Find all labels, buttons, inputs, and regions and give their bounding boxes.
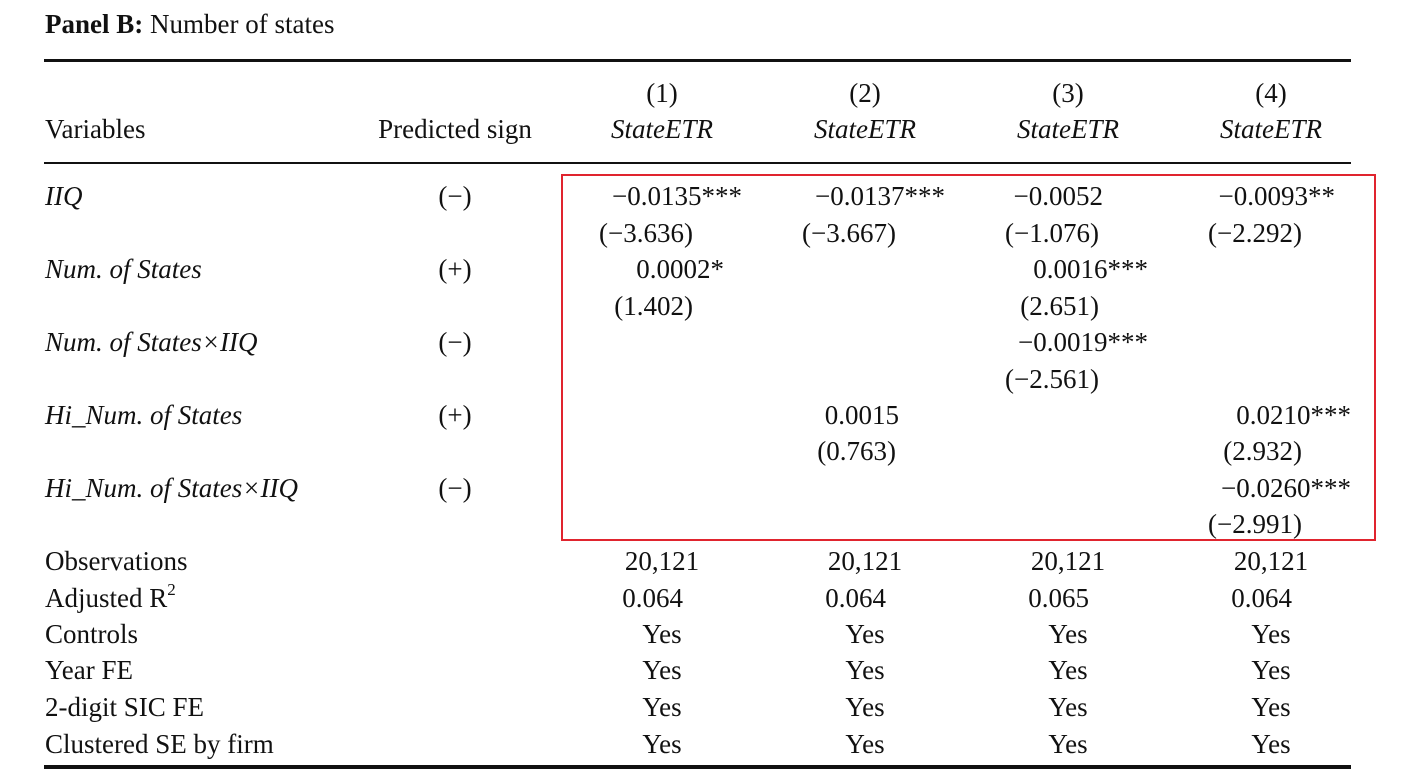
stat-sic-fe-col3: Yes: [1048, 692, 1088, 722]
coef-num-states-x-iiq-col3: −0.0019***: [1018, 327, 1148, 357]
coef-iiq-col3: −0.0052: [1013, 181, 1103, 211]
col-3-number: (3): [1052, 78, 1084, 108]
stat-controls-col3: Yes: [1048, 619, 1088, 649]
tstat-iiq-col3: (−1.076): [1005, 218, 1099, 248]
tstat-iiq-col4: (−2.292): [1208, 218, 1302, 248]
stat-clustered-se-col3: Yes: [1048, 729, 1088, 759]
panel-title: Panel B: Number of states: [45, 6, 334, 42]
tstat-hi-num-states-col2: (0.763): [817, 436, 896, 466]
stat-clustered-se-col4: Yes: [1251, 729, 1291, 759]
col-1-number: (1): [646, 78, 678, 108]
col-1-dv: StateETR: [611, 114, 713, 144]
stat-sic-fe-col1: Yes: [642, 692, 682, 722]
stat-observations-col3: 20,121: [1030, 546, 1106, 576]
r-squared-superscript: 2: [167, 580, 176, 599]
stat-observations-col4: 20,121: [1233, 546, 1309, 576]
tstat-num-states-col1: (1.402): [614, 291, 693, 321]
adjusted-r-text: Adjusted R: [45, 583, 168, 613]
row-label-hi-num-states-x-iiq: Hi_Num. of States×IIQ: [45, 473, 298, 503]
row-label-iiq: IIQ: [45, 181, 83, 211]
coef-iiq-col4: −0.0093**: [1218, 181, 1335, 211]
stat-year-fe-col2: Yes: [845, 655, 885, 685]
col-2-number: (2): [849, 78, 881, 108]
coefficient-highlight-box: [561, 174, 1376, 541]
stat-adjusted-r2-col1: 0.064: [622, 583, 683, 613]
col-4-number: (4): [1255, 78, 1287, 108]
tstat-iiq-col1: (−3.636): [599, 218, 693, 248]
stat-year-fe-col3: Yes: [1048, 655, 1088, 685]
sign-hi-num-states-x-iiq: (−): [438, 473, 472, 503]
stat-clustered-se-col1: Yes: [642, 729, 682, 759]
stat-observations-col2: 20,121: [827, 546, 903, 576]
panel-subtitle: Number of states: [150, 9, 335, 39]
tstat-iiq-col2: (−3.667): [802, 218, 896, 248]
coef-num-states-col1: 0.0002*: [636, 254, 724, 284]
coef-num-states-col3: 0.0016***: [1033, 254, 1148, 284]
row-label-num-states: Num. of States: [45, 254, 202, 284]
top-rule: [44, 59, 1351, 62]
stat-controls-col2: Yes: [845, 619, 885, 649]
stat-label-adjusted-r2: Adjusted R2: [45, 580, 176, 616]
col-4-dv: StateETR: [1220, 114, 1322, 144]
col-2-dv: StateETR: [814, 114, 916, 144]
stat-adjusted-r2-col4: 0.064: [1231, 583, 1292, 613]
header-rule: [44, 162, 1351, 164]
coef-iiq-col2: −0.0137***: [815, 181, 945, 211]
stat-sic-fe-col2: Yes: [845, 692, 885, 722]
sign-num-states-x-iiq: (−): [438, 327, 472, 357]
coef-hi-num-states-x-iiq-col4: −0.0260***: [1221, 473, 1351, 503]
header-variables: Variables: [45, 114, 146, 144]
stat-year-fe-col4: Yes: [1251, 655, 1291, 685]
stat-label-year-fe: Year FE: [45, 655, 134, 685]
stat-controls-col4: Yes: [1251, 619, 1291, 649]
coef-hi-num-states-col4: 0.0210***: [1236, 400, 1351, 430]
tstat-num-states-x-iiq-col3: (−2.561): [1005, 364, 1099, 394]
sign-iiq: (−): [438, 181, 472, 211]
row-label-hi-num-states: Hi_Num. of States: [45, 400, 243, 430]
stat-label-sic-fe: 2-digit SIC FE: [45, 692, 205, 722]
panel-label: Panel B:: [45, 9, 144, 39]
stat-clustered-se-col2: Yes: [845, 729, 885, 759]
tstat-hi-num-states-x-iiq-col4: (−2.991): [1208, 509, 1302, 539]
tstat-num-states-col3: (2.651): [1020, 291, 1099, 321]
stat-controls-col1: Yes: [642, 619, 682, 649]
tstat-hi-num-states-col4: (2.932): [1223, 436, 1302, 466]
stat-label-controls: Controls: [45, 619, 139, 649]
stat-sic-fe-col4: Yes: [1251, 692, 1291, 722]
stat-adjusted-r2-col2: 0.064: [825, 583, 886, 613]
col-3-dv: StateETR: [1017, 114, 1119, 144]
coef-iiq-col1: −0.0135***: [612, 181, 742, 211]
stat-observations-col1: 20,121: [624, 546, 700, 576]
row-label-num-states-x-iiq: Num. of States×IIQ: [45, 327, 258, 357]
header-predicted-sign: Predicted sign: [378, 114, 532, 144]
stat-label-clustered-se: Clustered SE by firm: [45, 729, 274, 759]
stat-adjusted-r2-col3: 0.065: [1028, 583, 1089, 613]
bottom-rule: [44, 765, 1351, 769]
stat-year-fe-col1: Yes: [642, 655, 682, 685]
stat-label-observations: Observations: [45, 546, 188, 576]
sign-hi-num-states: (+): [438, 400, 472, 430]
coef-hi-num-states-col2: 0.0015: [824, 400, 899, 430]
sign-num-states: (+): [438, 254, 472, 284]
